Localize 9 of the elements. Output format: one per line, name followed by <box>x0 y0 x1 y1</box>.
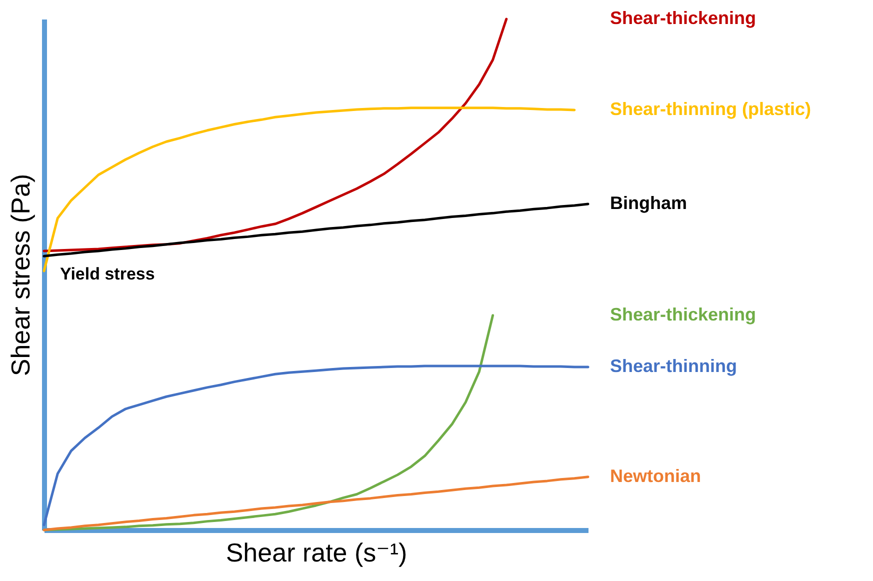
series-label: Shear-thinning <box>610 356 737 376</box>
series-label: Bingham <box>610 192 688 213</box>
y-axis-title: Shear stress (Pa) <box>6 174 36 376</box>
annotation: Yield stress <box>60 264 155 284</box>
series-label: Newtonian <box>610 466 702 486</box>
series-label: Shear-thinning (plastic) <box>610 98 812 119</box>
x-axis-title: Shear rate (s⁻¹) <box>226 538 408 568</box>
text: Shear-thickening <box>610 304 756 324</box>
text: Shear-thickening <box>610 8 756 28</box>
